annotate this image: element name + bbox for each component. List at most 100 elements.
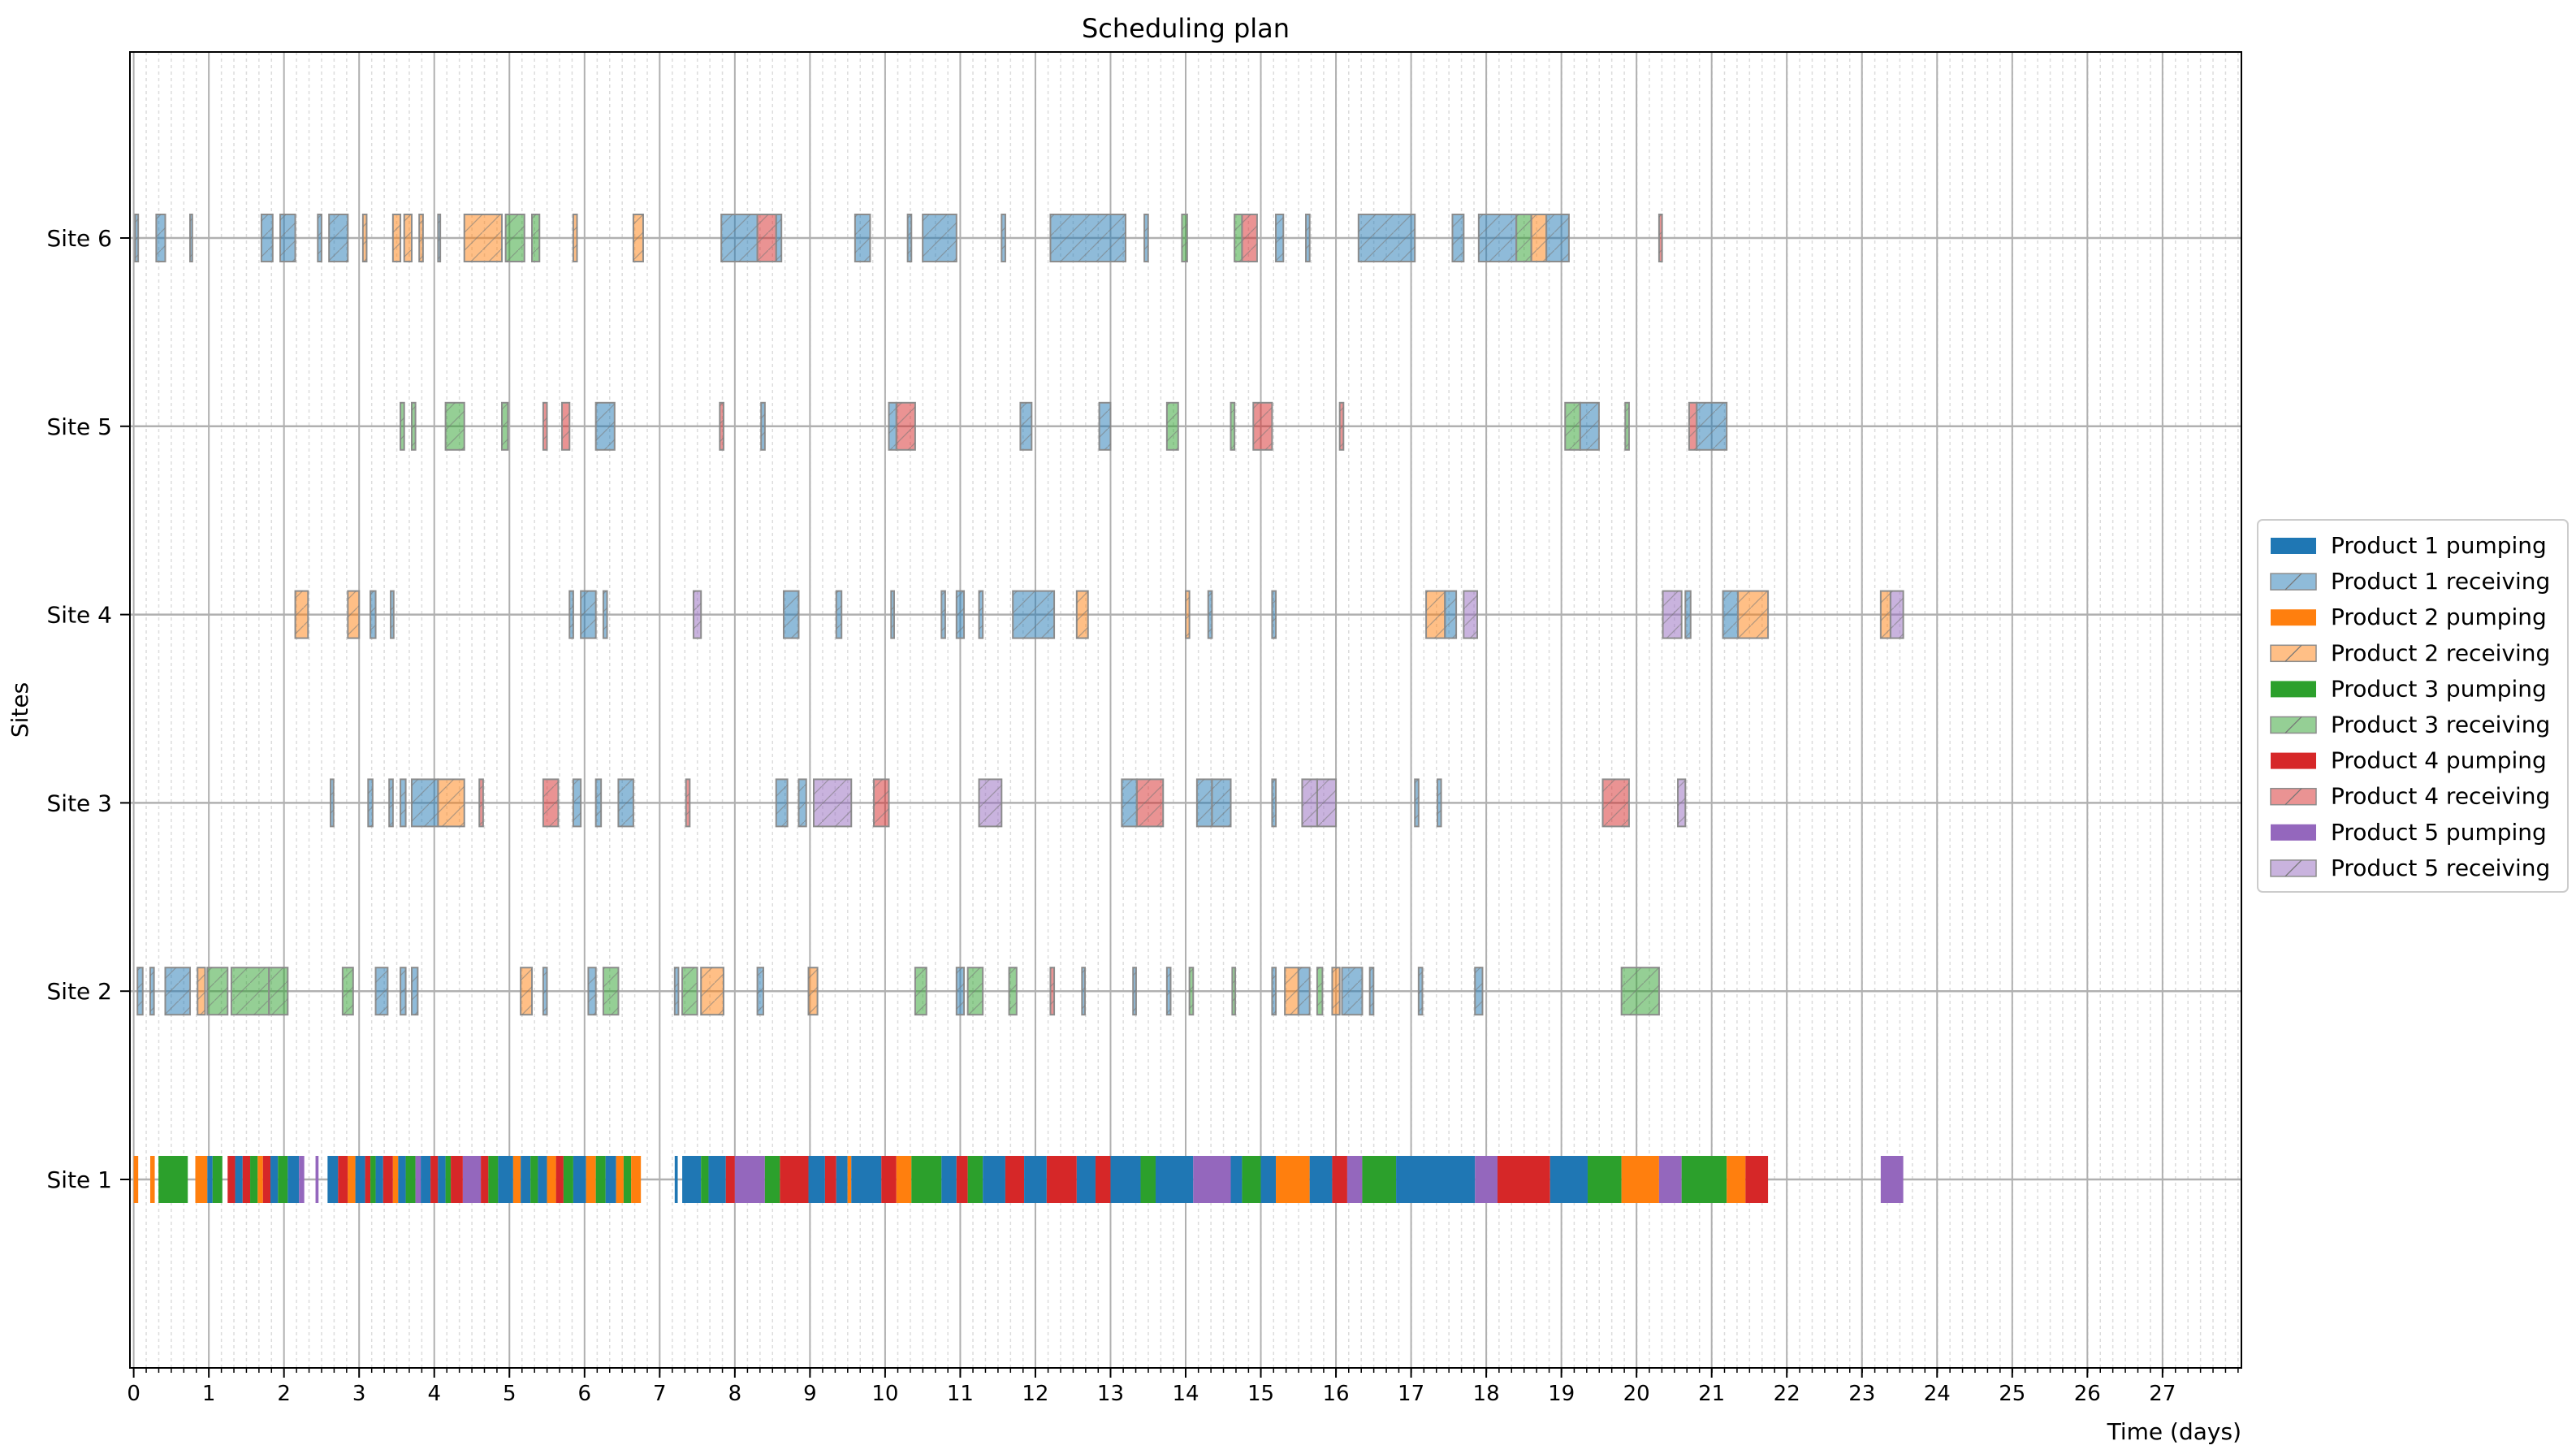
bar-product-1-receiving-hatch [391,591,394,638]
bar-product-5-pumping [315,1156,319,1203]
bar-product-1-receiving-hatch [836,591,842,638]
bar-product-3-receiving-hatch [445,402,465,450]
bar-product-5-receiving-hatch [813,779,852,827]
bar-product-1-receiving-hatch [757,967,763,1015]
bar-product-4-receiving-hatch [1242,214,1257,262]
bar-product-2-receiving-hatch [464,214,503,262]
bar-product-2-receiving-hatch [404,214,412,262]
bar-product-1-receiving-hatch [1144,214,1148,262]
x-tick-label: 25 [1999,1382,2025,1406]
bar-product-4-pumping [1005,1156,1025,1203]
bar-product-1-pumping [851,1156,882,1203]
bar-product-1-receiving-hatch [1208,591,1212,638]
bar-product-1-receiving-hatch [1276,214,1284,262]
bar-product-3-receiving-hatch [1234,214,1243,262]
bar-product-1-receiving-hatch [331,779,334,827]
bar-product-5-receiving-hatch [1662,591,1682,638]
bar-product-5-pumping [1475,1156,1498,1203]
bar-product-5-receiving-hatch [693,591,702,638]
task-bars [133,214,1904,1203]
bar-product-4-receiving-hatch [1688,402,1697,450]
bar-product-1-receiving-hatch [569,591,573,638]
bar-product-2-receiving-hatch [808,967,818,1015]
bar-product-5-pumping [1346,1156,1363,1203]
bar-product-4-receiving-hatch [1658,214,1662,262]
bar-product-1-receiving-hatch [776,214,782,262]
bar-product-1-receiving-hatch [1452,214,1464,262]
bar-product-3-receiving-hatch [967,967,983,1015]
bar-product-3-pumping [1140,1156,1156,1203]
legend-label: Product 1 pumping [2331,532,2547,559]
x-tick-label: 21 [1698,1382,1725,1406]
bar-product-1-receiving-hatch [149,967,154,1015]
bar-product-2-receiving-hatch [1332,967,1340,1015]
bar-product-1-pumping [538,1156,547,1203]
bar-product-4-pumping [881,1156,897,1203]
bar-product-1-receiving-hatch [1020,402,1032,450]
bar-product-5-receiving-hatch [1316,779,1337,827]
bar-product-5-pumping [299,1156,305,1203]
x-axis-label: Time (days) [2107,1418,2241,1445]
bar-product-1-receiving-hatch [761,402,765,450]
bar-product-2-receiving-hatch [1531,214,1547,262]
bar-product-1-pumping [1309,1156,1333,1203]
bar-product-2-receiving-hatch [1426,591,1446,638]
legend-swatch-product-2-pumping [2271,609,2316,626]
bar-product-1-pumping [1230,1156,1243,1203]
bar-product-1-receiving-hatch [941,591,945,638]
bar-product-1-pumping [375,1156,383,1203]
bar-product-3-receiving-hatch [914,967,927,1015]
bar-product-4-receiving-hatch [1136,779,1164,827]
bar-product-1-receiving-hatch [1122,779,1137,827]
bar-product-3-pumping [250,1156,258,1203]
bar-product-2-receiving-hatch [1880,591,1891,638]
bar-product-1-receiving-hatch [1050,214,1126,262]
bar-product-1-receiving-hatch [368,779,373,827]
bar-product-4-receiving-hatch [757,214,776,262]
bar-product-3-pumping [967,1156,983,1203]
bar-product-3-pumping [764,1156,780,1203]
x-tick-label: 13 [1097,1382,1124,1406]
bar-product-3-receiving-hatch [411,402,416,450]
bar-product-4-pumping [555,1156,564,1203]
y-tick-label: Site 3 [47,790,112,816]
bar-product-5-receiving-hatch [979,779,1002,827]
bar-product-1-receiving-hatch [1272,779,1277,827]
bar-product-3-pumping [405,1156,416,1203]
bar-product-1-pumping [270,1156,279,1203]
bar-product-1-receiving-hatch [1358,214,1416,262]
bar-product-1-receiving-hatch [1196,779,1212,827]
bar-product-2-receiving-hatch [573,214,577,262]
bar-product-3-receiving-hatch [1189,967,1194,1015]
bar-product-2-pumping [547,1156,556,1203]
bar-product-1-receiving-hatch [603,591,607,638]
x-tick-label: 2 [277,1382,291,1406]
bar-product-3-pumping [530,1156,538,1203]
bar-product-4-pumping [1745,1156,1769,1203]
bar-product-1-pumping [498,1156,513,1203]
bar-product-3-receiving-hatch [207,967,228,1015]
bar-product-1-receiving-hatch [1298,967,1310,1015]
bar-product-1-pumping [327,1156,339,1203]
bar-product-1-pumping [287,1156,300,1203]
bar-product-5-receiving-hatch [1302,779,1317,827]
bar-product-3-pumping [1242,1156,1261,1203]
bar-product-3-receiving-hatch [502,402,508,450]
bar-product-1-receiving-hatch [674,967,679,1015]
bar-product-1-receiving-hatch [135,214,139,262]
x-tick-label: 19 [1548,1382,1575,1406]
bar-product-1-receiving-hatch [1415,779,1419,827]
bar-product-2-pumping [847,1156,852,1203]
bar-product-2-receiving-hatch [392,214,401,262]
bar-product-5-pumping [1658,1156,1682,1203]
bar-product-4-pumping [956,1156,968,1203]
bar-product-3-receiving-hatch [342,967,353,1015]
bar-product-3-receiving-hatch [231,967,270,1015]
bar-product-1-receiving-hatch [595,402,615,450]
bar-product-1-pumping [573,1156,586,1203]
bar-product-2-pumping [257,1156,263,1203]
bar-product-4-receiving-hatch [1602,779,1629,827]
bar-product-4-pumping [1332,1156,1347,1203]
bar-product-1-pumping [438,1156,446,1203]
